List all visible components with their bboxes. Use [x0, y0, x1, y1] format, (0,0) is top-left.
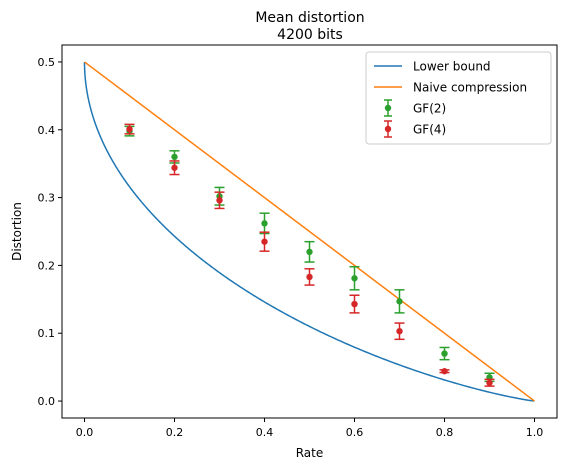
- legend-label-naive-compression: Naive compression: [413, 81, 527, 95]
- legend-label-gf4: GF(4): [413, 123, 446, 137]
- legend: Lower bound Naive compression GF(2) GF(4…: [366, 52, 551, 144]
- data-marker: [396, 298, 402, 304]
- y-tick-label: 0.1: [38, 327, 56, 340]
- x-tick-label: 0.2: [166, 426, 184, 439]
- data-marker: [306, 249, 312, 255]
- x-axis-label: Rate: [296, 446, 324, 460]
- data-marker: [351, 301, 357, 307]
- data-marker: [171, 165, 177, 171]
- data-marker: [441, 368, 447, 374]
- x-tick-label: 0.6: [346, 426, 364, 439]
- y-tick-label: 0.0: [38, 395, 56, 408]
- y-tick-label: 0.4: [38, 124, 56, 137]
- data-marker: [261, 220, 267, 226]
- legend-label-lower-bound: Lower bound: [413, 60, 491, 74]
- data-marker: [126, 126, 132, 132]
- x-tick-label: 0.0: [76, 426, 94, 439]
- y-tick-label: 0.2: [38, 259, 56, 272]
- data-marker: [306, 274, 312, 280]
- data-marker: [351, 275, 357, 281]
- chart-title: Mean distortion: [255, 10, 364, 26]
- y-tick-label: 0.5: [38, 56, 56, 69]
- data-marker: [171, 154, 177, 160]
- data-marker: [261, 238, 267, 244]
- data-marker: [441, 350, 447, 356]
- y-axis-label: Distortion: [10, 202, 24, 261]
- x-tick-label: 0.4: [256, 426, 274, 439]
- data-marker: [396, 328, 402, 334]
- chart-subtitle: 4200 bits: [277, 27, 343, 43]
- data-marker: [486, 380, 492, 386]
- legend-label-gf2: GF(2): [413, 102, 446, 116]
- x-tick-label: 1.0: [526, 426, 544, 439]
- x-tick-label: 0.8: [436, 426, 454, 439]
- data-marker: [216, 197, 222, 203]
- y-tick-label: 0.3: [38, 192, 56, 205]
